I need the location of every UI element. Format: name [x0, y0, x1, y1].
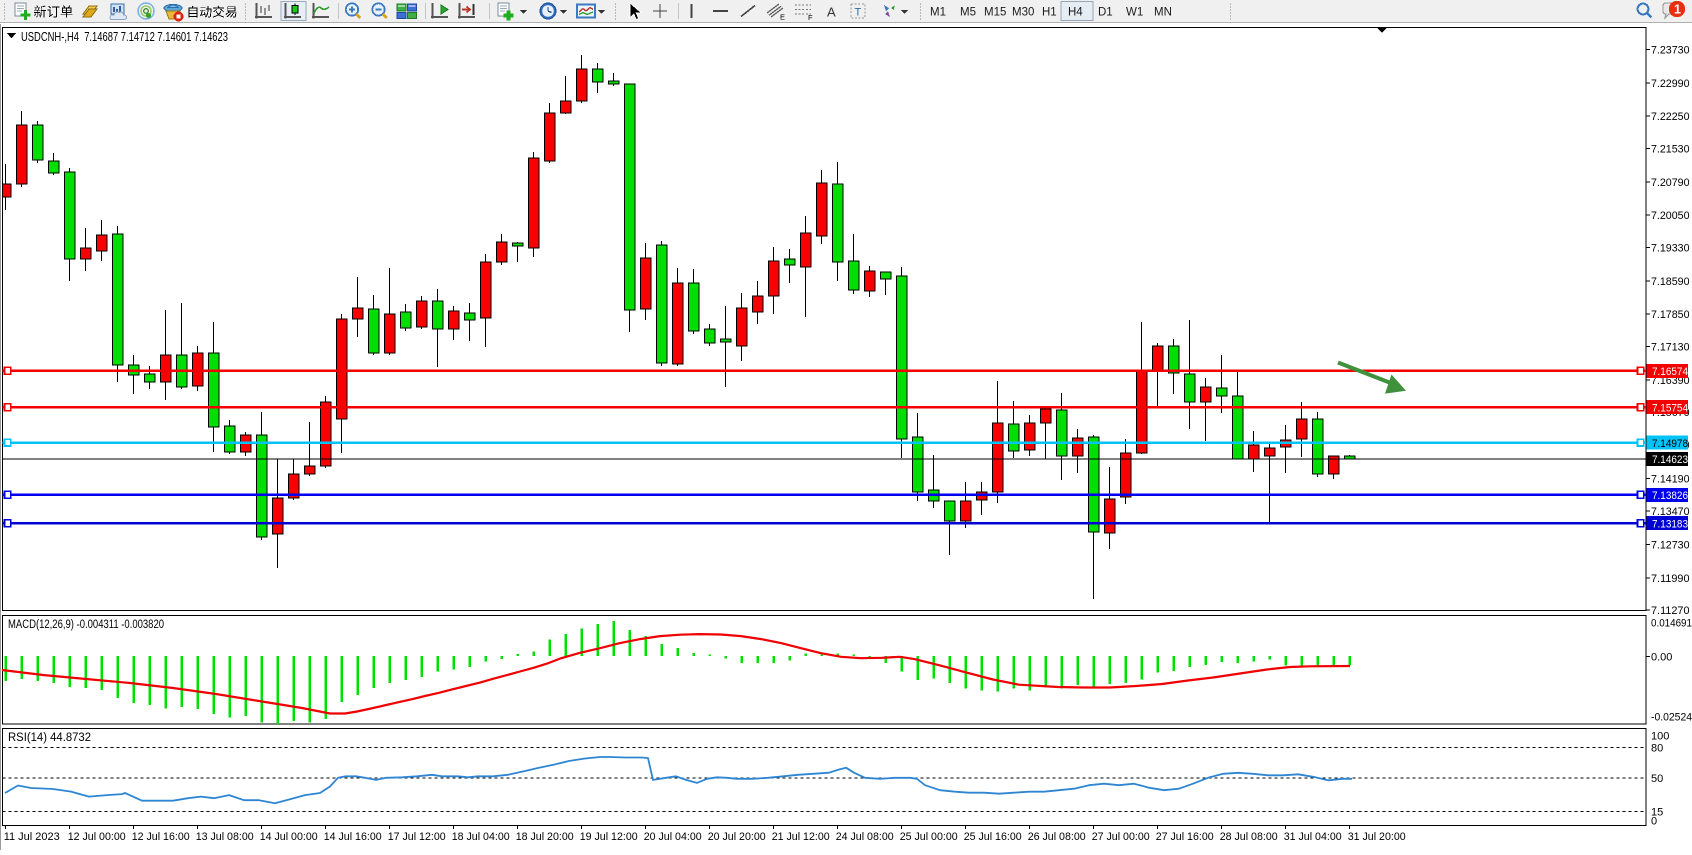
svg-text:7.21530: 7.21530 — [1651, 144, 1690, 156]
svg-text:14 Jul 16:00: 14 Jul 16:00 — [324, 831, 382, 843]
svg-text:25 Jul 16:00: 25 Jul 16:00 — [964, 831, 1022, 843]
svg-text:80: 80 — [1651, 743, 1663, 755]
svg-text:7.14190: 7.14190 — [1651, 474, 1690, 486]
svg-text:7.22250: 7.22250 — [1651, 111, 1690, 123]
svg-text:T: T — [855, 7, 862, 19]
svg-text:H4: H4 — [1068, 7, 1083, 19]
svg-text:7.18590: 7.18590 — [1651, 276, 1690, 288]
svg-text:RSI(14) 44.8732: RSI(14) 44.8732 — [8, 732, 91, 744]
svg-text:7.22990: 7.22990 — [1651, 78, 1690, 90]
svg-text:12 Jul 00:00: 12 Jul 00:00 — [68, 831, 126, 843]
svg-text:20 Jul 20:00: 20 Jul 20:00 — [708, 831, 766, 843]
svg-text:27 Jul 16:00: 27 Jul 16:00 — [1156, 831, 1214, 843]
svg-text:31 Jul 04:00: 31 Jul 04:00 — [1284, 831, 1342, 843]
svg-text:A: A — [827, 5, 836, 20]
svg-text:24 Jul 08:00: 24 Jul 08:00 — [836, 831, 894, 843]
svg-text:100: 100 — [1651, 731, 1669, 743]
svg-text:7.15754: 7.15754 — [1652, 402, 1688, 414]
svg-text:17 Jul 12:00: 17 Jul 12:00 — [388, 831, 446, 843]
svg-text:MACD(12,26,9) -0.004311 -0.003: MACD(12,26,9) -0.004311 -0.003820 — [8, 619, 164, 631]
svg-text:7.13470: 7.13470 — [1651, 506, 1690, 518]
svg-text:21 Jul 12:00: 21 Jul 12:00 — [772, 831, 830, 843]
svg-text:11 Jul 2023: 11 Jul 2023 — [4, 831, 60, 843]
svg-text:7.11270: 7.11270 — [1651, 605, 1690, 617]
svg-text:0: 0 — [1651, 816, 1657, 828]
svg-text:0.014691: 0.014691 — [1651, 618, 1692, 630]
svg-text:7.23730: 7.23730 — [1651, 45, 1690, 57]
svg-text:7.14623: 7.14623 — [1652, 454, 1688, 466]
svg-text:M1: M1 — [930, 7, 946, 19]
svg-text:13 Jul 08:00: 13 Jul 08:00 — [196, 831, 254, 843]
svg-text:7.12730: 7.12730 — [1651, 540, 1690, 552]
svg-text:0.00: 0.00 — [1651, 652, 1672, 664]
svg-text:F: F — [808, 13, 813, 22]
svg-text:12 Jul 16:00: 12 Jul 16:00 — [132, 831, 190, 843]
svg-text:50: 50 — [1651, 773, 1663, 785]
svg-text:7.13183: 7.13183 — [1652, 518, 1688, 530]
svg-text:19 Jul 12:00: 19 Jul 12:00 — [580, 831, 638, 843]
svg-text:MN: MN — [1154, 7, 1172, 19]
svg-text:27 Jul 00:00: 27 Jul 00:00 — [1092, 831, 1150, 843]
svg-text:14 Jul 00:00: 14 Jul 00:00 — [260, 831, 318, 843]
svg-text:7.11990: 7.11990 — [1651, 573, 1690, 585]
svg-text:7.19330: 7.19330 — [1651, 243, 1690, 255]
svg-text:18 Jul 04:00: 18 Jul 04:00 — [452, 831, 510, 843]
svg-text:31 Jul 20:00: 31 Jul 20:00 — [1348, 831, 1406, 843]
svg-text:20 Jul 04:00: 20 Jul 04:00 — [644, 831, 702, 843]
svg-text:28 Jul 08:00: 28 Jul 08:00 — [1220, 831, 1278, 843]
svg-text:W1: W1 — [1126, 7, 1143, 19]
svg-text:7.17130: 7.17130 — [1651, 342, 1690, 354]
svg-text:7.20790: 7.20790 — [1651, 177, 1690, 189]
svg-text:USDCNH-,H4 7.14687 7.14712 7.: USDCNH-,H4 7.14687 7.14712 7.14601 7.146… — [21, 30, 228, 44]
svg-text:7.20050: 7.20050 — [1651, 210, 1690, 222]
svg-text:25 Jul 00:00: 25 Jul 00:00 — [900, 831, 958, 843]
svg-text:M30: M30 — [1012, 7, 1034, 19]
svg-text:E: E — [780, 13, 785, 22]
svg-text:15: 15 — [1651, 807, 1663, 819]
svg-text:D1: D1 — [1098, 7, 1113, 19]
svg-text:18 Jul 20:00: 18 Jul 20:00 — [516, 831, 574, 843]
svg-text:26 Jul 08:00: 26 Jul 08:00 — [1028, 831, 1086, 843]
svg-text:7.13826: 7.13826 — [1652, 490, 1688, 502]
svg-text:M15: M15 — [984, 7, 1006, 19]
svg-text:-0.02524: -0.02524 — [1651, 712, 1692, 724]
svg-text:7.17850: 7.17850 — [1651, 309, 1690, 321]
svg-text:H1: H1 — [1042, 7, 1057, 19]
svg-text:7.14978: 7.14978 — [1652, 438, 1688, 450]
svg-text:1: 1 — [1674, 3, 1681, 17]
svg-text:M5: M5 — [960, 7, 976, 19]
svg-text:7.16574: 7.16574 — [1652, 366, 1688, 378]
